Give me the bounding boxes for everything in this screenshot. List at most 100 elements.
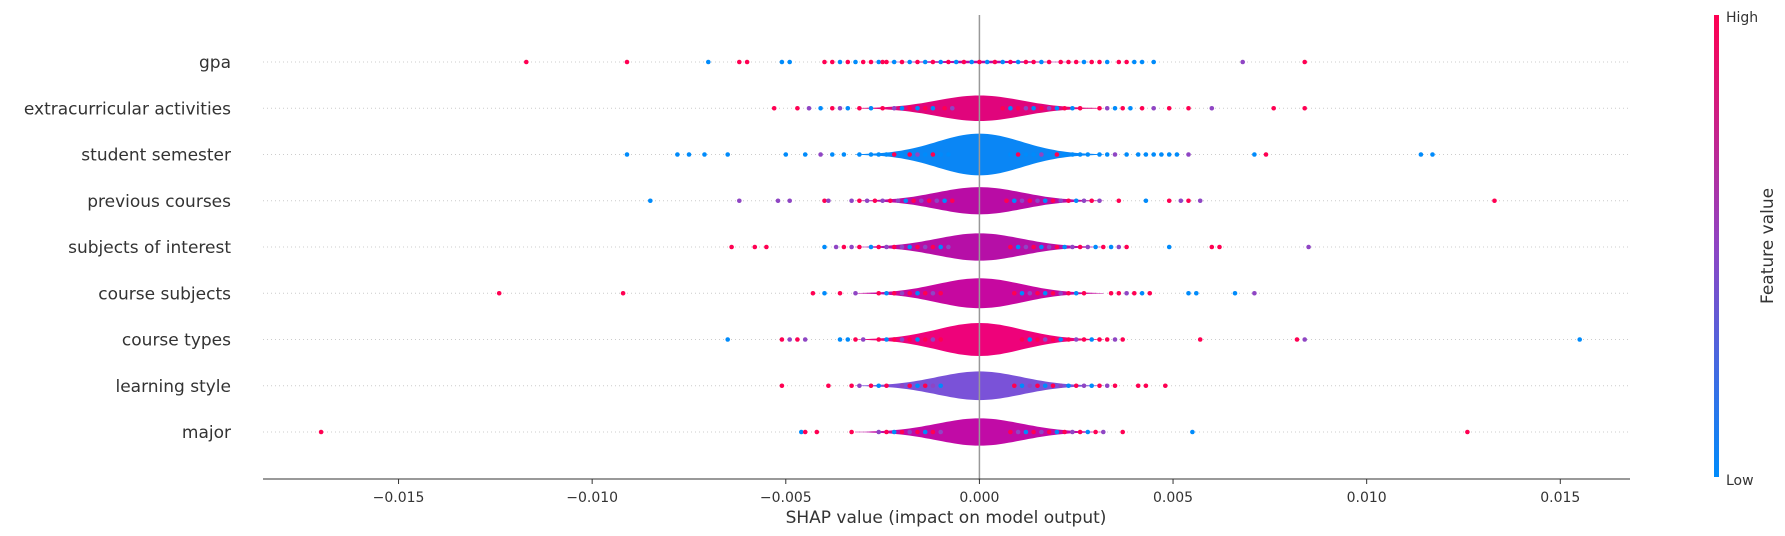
shap-point: [1120, 429, 1125, 435]
shap-point: [1577, 337, 1582, 342]
shap-point: [752, 244, 758, 250]
shap-point: [1163, 383, 1168, 389]
shap-point: [930, 429, 936, 435]
shap-point: [830, 152, 835, 157]
shap-point: [930, 290, 936, 296]
shap-point: [961, 59, 967, 65]
shap-point: [884, 59, 889, 65]
shap-point: [1271, 105, 1276, 111]
shap-point: [1046, 59, 1052, 65]
shap-point: [1035, 290, 1040, 296]
shap-point: [876, 290, 881, 296]
x-tick-label: 0.015: [1540, 490, 1580, 506]
shap-point: [891, 337, 897, 342]
shap-point: [1143, 152, 1149, 157]
shap-point: [1085, 152, 1091, 157]
shap-point: [922, 429, 928, 435]
x-tick-label: −0.010: [566, 490, 618, 506]
shap-point: [845, 105, 851, 111]
shap-point: [849, 429, 854, 435]
shap-point: [1112, 337, 1118, 342]
shap-point: [1124, 290, 1129, 296]
shap-point: [907, 59, 912, 65]
shap-point: [1050, 198, 1056, 204]
shap-point: [837, 290, 843, 296]
shap-point: [729, 244, 734, 250]
shap-point: [1004, 198, 1009, 204]
shap-point: [1046, 429, 1052, 435]
shap-point: [1046, 244, 1052, 250]
shap-point: [1070, 152, 1075, 157]
shap-point: [771, 105, 777, 111]
shap-point: [1039, 152, 1044, 157]
shap-point: [1104, 59, 1110, 65]
shap-point: [1062, 152, 1067, 157]
shap-point: [1070, 244, 1075, 250]
shap-point: [946, 244, 951, 250]
shap-point: [837, 337, 843, 342]
shap-point: [977, 59, 982, 65]
shap-point: [1000, 105, 1005, 111]
shap-point: [915, 59, 920, 65]
shap-point: [876, 244, 881, 250]
shap-point: [895, 198, 901, 204]
shap-point: [1492, 198, 1497, 204]
shap-point: [1012, 383, 1017, 389]
shap-point: [1089, 59, 1094, 65]
shap-point: [849, 198, 854, 204]
shap-point: [1015, 152, 1021, 157]
feature-label: subjects of interest: [68, 238, 231, 258]
shap-point: [907, 152, 912, 157]
shap-point: [1073, 337, 1079, 342]
colorbar: High Low Feature value: [1714, 10, 1778, 489]
shap-point: [1077, 105, 1083, 111]
shap-point: [915, 244, 920, 250]
shap-point: [926, 198, 932, 204]
shap-point: [1116, 198, 1122, 204]
feature-label: extracurricular activities: [24, 99, 231, 119]
shap-point: [620, 290, 626, 296]
colorbar-high-label: High: [1726, 10, 1758, 26]
shap-point: [1186, 105, 1191, 111]
shap-point: [1097, 152, 1102, 157]
shap-point: [1008, 244, 1013, 250]
shap-point: [837, 59, 843, 65]
shap-point: [930, 152, 936, 157]
shap-point: [857, 105, 862, 111]
shap-point: [648, 198, 653, 204]
shap-point: [1012, 198, 1017, 204]
shap-point: [1081, 337, 1087, 342]
shap-point: [891, 152, 897, 157]
feature-label: previous courses: [87, 192, 231, 212]
shap-point: [1062, 244, 1067, 250]
shap-point: [1035, 198, 1040, 204]
feature-label: student semester: [81, 146, 231, 166]
shap-point: [1012, 290, 1017, 296]
shap-point: [845, 59, 851, 65]
shap-point: [1077, 429, 1083, 435]
shap-point: [1159, 152, 1164, 157]
shap-point: [826, 383, 831, 389]
shap-point: [1050, 337, 1056, 342]
shap-point: [1116, 59, 1122, 65]
shap-point: [876, 59, 881, 65]
shap-point: [953, 59, 959, 65]
shap-point: [1147, 290, 1153, 296]
shap-point: [1081, 59, 1087, 65]
shap-point: [1027, 337, 1033, 342]
shap-point: [934, 198, 940, 204]
shap-point: [915, 429, 920, 435]
shap-point: [1058, 290, 1063, 296]
shap-point: [1101, 429, 1106, 435]
shap-point: [702, 152, 707, 157]
x-tick-label: 0.000: [959, 490, 999, 506]
shap-point: [1186, 290, 1191, 296]
shap-point: [857, 198, 862, 204]
shap-point: [922, 152, 928, 157]
shap-point: [1054, 244, 1060, 250]
shap-point: [1039, 59, 1044, 65]
shap-point: [1081, 383, 1087, 389]
shap-point: [1124, 59, 1129, 65]
shap-point: [1054, 152, 1060, 157]
shap-point: [884, 152, 889, 157]
